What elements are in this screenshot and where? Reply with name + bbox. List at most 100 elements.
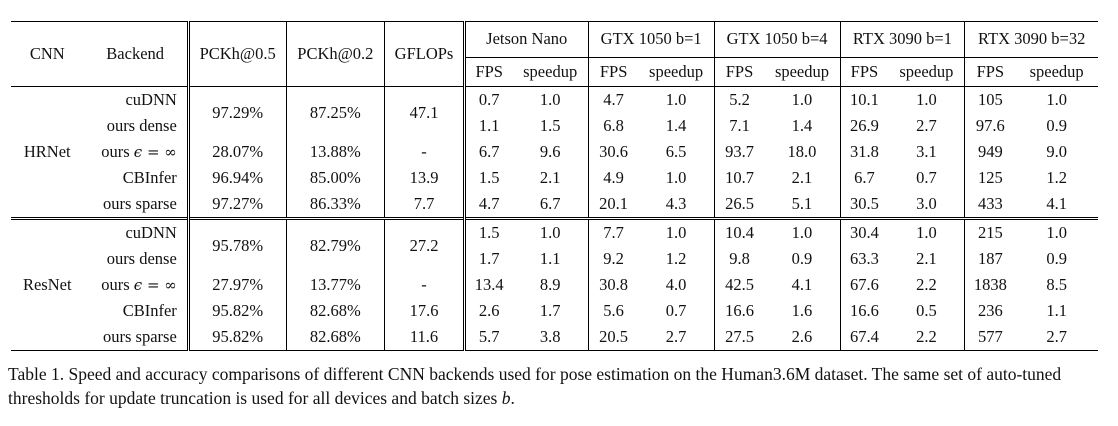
speedup-value: 0.5 <box>888 298 966 324</box>
backend-prefix: ours <box>101 141 134 161</box>
speedup-value: 1.0 <box>888 86 966 113</box>
fps-value: 30.4 <box>840 217 889 246</box>
speedup-value: 2.7 <box>1015 324 1098 351</box>
fps-value: 16.6 <box>849 300 879 320</box>
speedup-value: 3.1 <box>888 139 966 165</box>
fps-value: 1.5 <box>464 217 513 246</box>
fps-value: 6.7 <box>854 167 875 187</box>
speedup-value: 2.1 <box>888 246 966 272</box>
header-device-rtx3090-b1: RTX 3090 b=1 <box>840 21 966 58</box>
speedup-value: 18.0 <box>764 139 841 165</box>
speedup-value: 1.6 <box>764 298 841 324</box>
speedup-value: 5.1 <box>764 191 841 219</box>
speedup-value: 2.1 <box>764 165 841 191</box>
pckh05-value: 27.97% <box>188 272 287 298</box>
pckh05-value: 97.27% <box>188 191 287 219</box>
fps-value: 10.1 <box>840 86 889 113</box>
fps-value: 6.7 <box>478 141 500 161</box>
speedup-value: 1.0 <box>638 217 715 246</box>
speedup-value: 1.0 <box>638 165 715 191</box>
speedup-value: 1.0 <box>1015 217 1098 246</box>
table-row: ours dense 1.7 1.1 9.2 1.2 9.8 0.9 63.3 2.1 187 0.… <box>11 246 1098 272</box>
pckh05-value: 96.94% <box>188 165 287 191</box>
speedup-value: 1.0 <box>638 86 715 113</box>
header-pckh05: PCKh@0.5 <box>188 21 287 87</box>
speedup-value: 6.5 <box>638 139 715 165</box>
cnn-name: HRNet <box>11 86 84 219</box>
pckh05-value: 95.82% <box>188 298 287 324</box>
header-row-2: FPS speedup FPS speedup FPS speedup FPS … <box>11 57 1098 87</box>
speedup-value: 2.1 <box>512 165 589 191</box>
speedup-value: 1.0 <box>764 86 841 113</box>
speedup-value: 8.9 <box>512 272 589 298</box>
backend-math: ϵ = ∞ <box>133 142 177 161</box>
header-pckh02: PCKh@0.2 <box>286 21 386 87</box>
pckh02-value: 87.25% <box>286 86 386 139</box>
gflops-value: - <box>384 139 466 165</box>
table-row: ResNet cuDNN 95.78% 82.79% 27.2 1.5 1.0 7.7 1.0 1… <box>11 217 1098 351</box>
speedup-value: 3.8 <box>512 324 589 351</box>
fps-value: 1.5 <box>478 167 500 187</box>
fps-value: 6.8 <box>603 115 624 135</box>
table-row: ours ϵ = ∞ 27.97% 13.77% -13.4 8.9 30.8 4.0 42.… <box>11 272 1098 298</box>
header-cnn: CNN <box>11 21 84 87</box>
header-fps: FPS <box>976 61 1005 81</box>
fps-value: 577 <box>964 324 1016 351</box>
fps-value: 187 <box>977 248 1003 268</box>
backend-name: ours sparse <box>83 191 190 219</box>
gflops-value: 11.6 <box>384 324 466 351</box>
backend-name: CBInfer <box>83 298 190 324</box>
gflops-value: 13.9 <box>384 165 466 191</box>
speedup-value: 2.7 <box>638 324 715 351</box>
speedup-value: 1.7 <box>512 298 589 324</box>
speedup-value: 2.6 <box>764 324 841 351</box>
fps-value: 125 <box>977 167 1003 187</box>
table-row: HRNet cuDNN 97.29% 87.25% 47.1 0.7 1.0 4.7 1.0 5.… <box>11 86 1098 219</box>
pckh02-value: 85.00% <box>286 165 386 191</box>
fps-value: 236 <box>977 300 1003 320</box>
speedup-value: 1.0 <box>764 217 841 246</box>
pckh02-value: 82.79% <box>286 217 386 272</box>
caption-end: . <box>510 388 515 408</box>
fps-value: 26.5 <box>725 193 754 213</box>
speedup-value: 9.0 <box>1046 141 1067 161</box>
fps-value: 31.8 <box>849 141 879 161</box>
fps-value: 30.6 <box>599 141 629 161</box>
speedup-value: 1.0 <box>512 86 589 113</box>
fps-value: 949 <box>977 141 1003 161</box>
speedup-value: 9.6 <box>512 139 589 165</box>
speedup-value: 0.9 <box>1046 248 1067 268</box>
header-device-gtx1050-b4: GTX 1050 b=4 <box>714 21 841 58</box>
fps-value: 1.1 <box>478 115 500 135</box>
speedup-value: 0.9 <box>764 246 841 272</box>
fps-value: 7.7 <box>588 217 639 246</box>
fps-value: 1838 <box>973 274 1007 294</box>
fps-value: 9.2 <box>603 248 624 268</box>
header-speedup: speedup <box>638 57 715 87</box>
speedup-value: 1.2 <box>638 246 715 272</box>
speedup-value: 0.7 <box>888 165 966 191</box>
table-row: ours sparse 97.27% 86.33% 7.7 4.7 6.7 20.1 4.3 2… <box>11 191 1098 219</box>
pckh02-value: 13.88% <box>286 139 386 165</box>
header-fps: FPS <box>599 61 628 81</box>
results-table: CNN Backend PCKh@0.5 PCKh@0.2 GFLOPs Jet… <box>11 21 1098 351</box>
backend-name: ours dense <box>83 246 190 272</box>
fps-value: 20.5 <box>588 324 639 351</box>
gflops-value: - <box>384 272 466 298</box>
fps-value: 93.7 <box>725 141 754 161</box>
gflops-value: 47.1 <box>384 86 466 139</box>
fps-value: 5.7 <box>464 324 513 351</box>
fps-value: 105 <box>964 86 1016 113</box>
fps-value: 4.7 <box>478 193 500 213</box>
fps-value: 63.3 <box>849 248 879 268</box>
fps-value: 5.6 <box>603 300 624 320</box>
table-row: ours ϵ = ∞ 28.07% 13.88% -6.7 9.6 30.6 6.5 93.7… <box>11 139 1098 165</box>
caption-variable: b <box>501 388 511 408</box>
fps-value: 10.7 <box>725 167 754 187</box>
backend-name: ours ϵ = ∞ <box>83 272 190 298</box>
fps-value: 10.4 <box>714 217 765 246</box>
backend-name: CBInfer <box>83 165 190 191</box>
backend-prefix: ours <box>101 274 134 294</box>
header-fps: FPS <box>850 61 879 81</box>
fps-value: 4.9 <box>603 167 624 187</box>
